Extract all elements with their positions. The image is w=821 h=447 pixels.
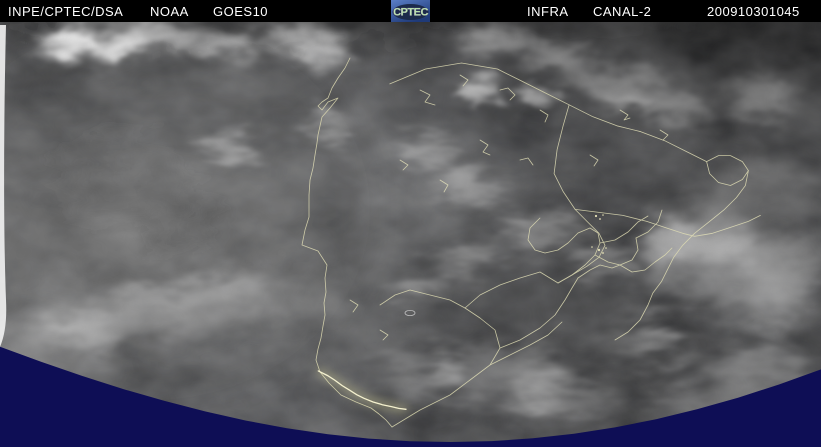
svg-text:CPTEC: CPTEC xyxy=(393,6,428,18)
